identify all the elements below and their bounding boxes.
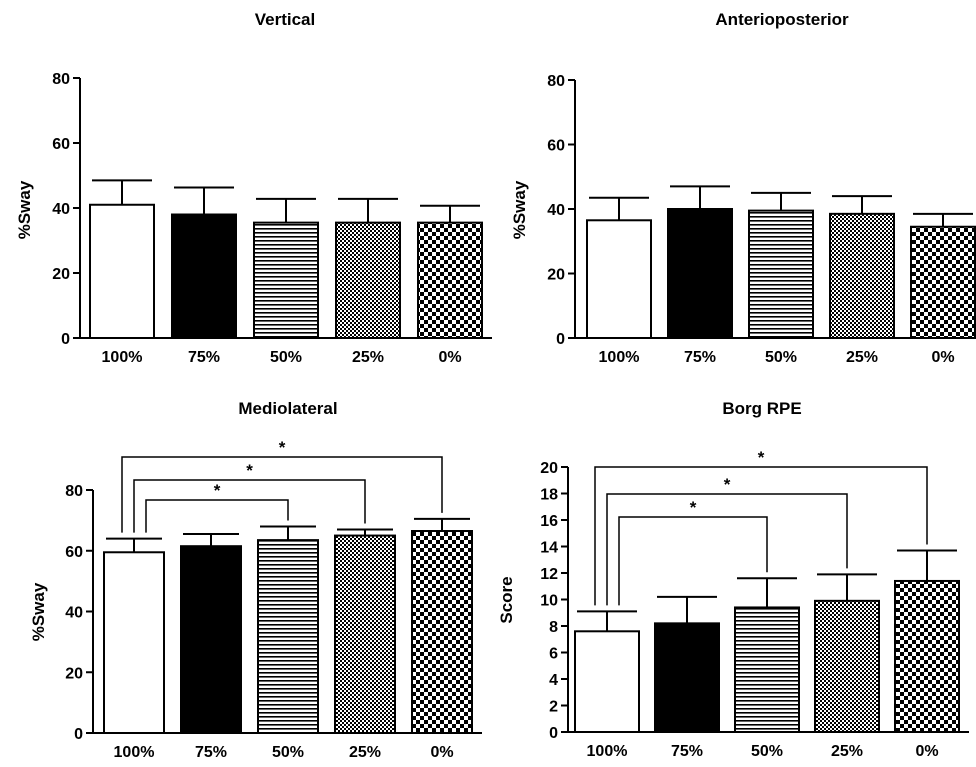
bar: [814, 599, 880, 734]
y-tick-label: 0: [74, 726, 83, 743]
y-tick-label: 8: [549, 619, 558, 636]
panel-vertical: Vertical %Sway 0 20 40 60 80 100% 75% 50% 25% 0%: [15, 10, 492, 366]
y-tick-label: 20: [540, 460, 558, 477]
x-tick-label: 0%: [438, 349, 461, 366]
bar: [103, 551, 165, 734]
significance-bracket: [145, 499, 289, 533]
x-tick-label: 100%: [587, 743, 628, 760]
x-tick-label: 0%: [915, 743, 938, 760]
y-tick-label: 18: [540, 487, 558, 504]
bar: [894, 579, 960, 734]
chart-title: Vertical: [255, 10, 316, 29]
y-tick-label: 60: [65, 544, 83, 561]
x-tick-label: 25%: [352, 349, 384, 366]
y-tick-label: 0: [549, 725, 558, 742]
panel-mediolateral: Mediolateral %Sway 0 20 40 60 80 100% 75% 50% 25…: [29, 399, 482, 761]
x-tick-label: 25%: [831, 743, 863, 760]
y-tick-label: 0: [61, 331, 70, 348]
bar: [334, 534, 396, 734]
bar: [574, 630, 640, 733]
x-tick-label: 75%: [188, 349, 220, 366]
significance-star: *: [724, 475, 731, 494]
bar: [417, 221, 483, 339]
x-tick-label: 100%: [102, 349, 143, 366]
x-tick-label: 25%: [349, 744, 381, 761]
y-axis-label: %Sway: [15, 180, 34, 239]
x-tick-label: 50%: [765, 349, 797, 366]
x-tick-label: 75%: [684, 349, 716, 366]
y-tick-label: 16: [540, 513, 558, 530]
x-tick-label: 100%: [114, 744, 155, 761]
x-tick-label: 0%: [430, 744, 453, 761]
y-tick-label: 4: [549, 672, 558, 689]
y-tick-label: 20: [52, 266, 70, 283]
x-tick-label: 75%: [671, 743, 703, 760]
y-axis-label: Score: [497, 576, 516, 623]
bar: [180, 545, 242, 734]
x-tick-label: 50%: [270, 349, 302, 366]
panel-borg-rpe: Borg RPE Score 0 2 4 6 8 10 12 14 16 18 20 100% 75% 5…: [497, 399, 969, 760]
chart-title: Mediolateral: [238, 399, 337, 418]
x-tick-label: 50%: [751, 743, 783, 760]
y-tick-label: 10: [540, 593, 558, 610]
bar: [654, 622, 720, 733]
y-tick-label: 20: [65, 665, 83, 682]
y-tick-label: 40: [65, 605, 83, 622]
bar: [734, 606, 800, 734]
panel-anterioposterior: Anterioposterior %Sway 0 20 40 60 80 100% 75% 5…: [510, 10, 976, 366]
bar: [411, 530, 473, 734]
bar: [586, 219, 652, 340]
y-tick-label: 6: [549, 646, 558, 663]
chart-title: Anterioposterior: [715, 10, 849, 29]
y-axis-label: %Sway: [510, 180, 529, 239]
y-tick-label: 60: [547, 138, 565, 155]
x-tick-label: 75%: [195, 744, 227, 761]
y-tick-label: 0: [556, 331, 565, 348]
bar: [253, 221, 319, 339]
significance-star: *: [758, 448, 765, 467]
x-tick-label: 0%: [931, 349, 954, 366]
significance-bracket: [121, 456, 443, 533]
y-tick-label: 12: [540, 566, 558, 583]
y-axis-label: %Sway: [29, 582, 48, 641]
significance-star: *: [214, 481, 221, 500]
y-tick-label: 20: [547, 267, 565, 284]
significance-star: *: [246, 461, 253, 480]
significance-bracket: [133, 479, 366, 533]
y-tick-label: 40: [52, 201, 70, 218]
bar: [335, 221, 401, 339]
y-tick-label: 80: [52, 71, 70, 88]
x-tick-label: 50%: [272, 744, 304, 761]
bar: [748, 209, 814, 339]
y-tick-label: 14: [540, 540, 558, 557]
y-tick-label: 60: [52, 136, 70, 153]
y-tick-label: 40: [547, 202, 565, 219]
y-tick-label: 80: [547, 73, 565, 90]
x-tick-label: 100%: [599, 349, 640, 366]
x-tick-label: 25%: [846, 349, 878, 366]
chart-title: Borg RPE: [722, 399, 801, 418]
significance-star: *: [690, 498, 697, 517]
y-tick-label: 2: [549, 699, 558, 716]
bar: [667, 208, 733, 339]
significance-bracket: [594, 466, 928, 606]
bar: [829, 212, 895, 339]
bar: [171, 213, 237, 339]
significance-star: *: [279, 438, 286, 457]
bar: [257, 539, 319, 735]
bar: [89, 203, 155, 339]
bar: [910, 225, 976, 339]
y-tick-label: 80: [65, 483, 83, 500]
significance-bracket: [618, 516, 768, 606]
significance-bracket: [606, 493, 848, 606]
